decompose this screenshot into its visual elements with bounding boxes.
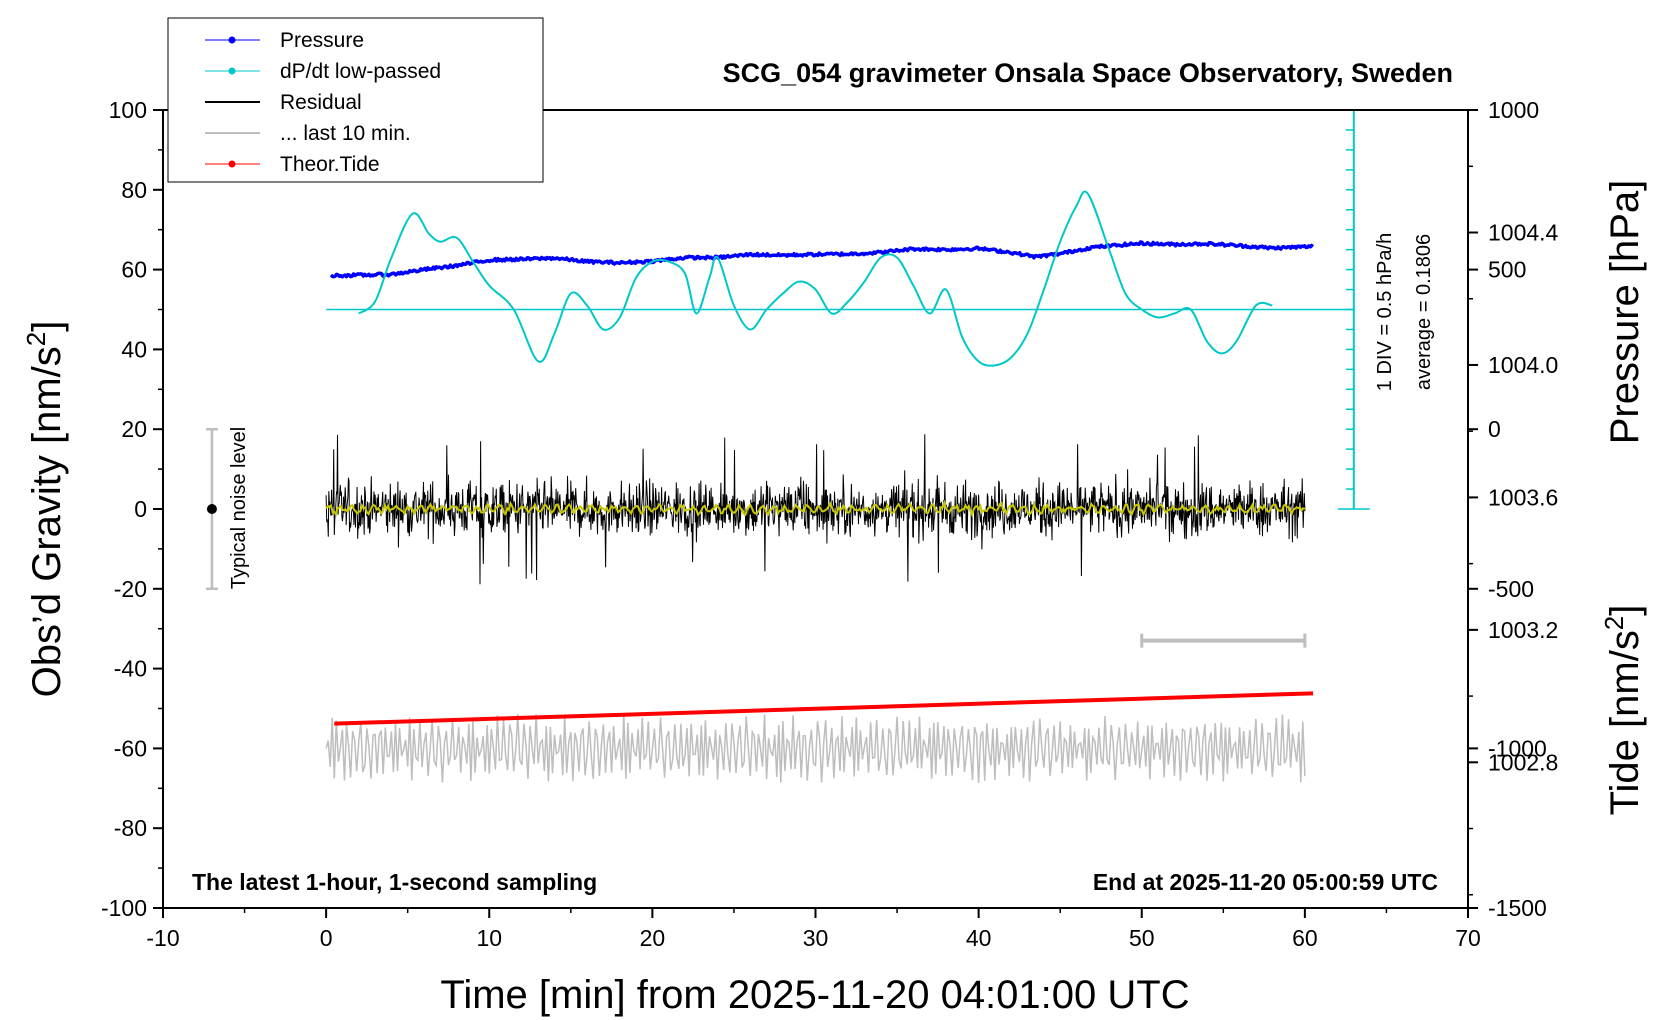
y-tick-label: 20 (121, 416, 147, 442)
y-axis-title-left: Obs’d Gravity [nm/s2] (21, 321, 69, 698)
y-tick-label: 60 (121, 257, 147, 283)
y-tick-label: 0 (134, 496, 147, 522)
legend-label: dP/dt low-passed (280, 60, 441, 83)
tide-tick-label: 1000 (1488, 97, 1539, 123)
legend: Pressure dP/dt low-passed Residual ... last… (167, 17, 544, 183)
legend-label: ... last 10 min. (280, 122, 411, 145)
legend-item: ... last 10 min. (205, 122, 411, 145)
tide-tick-label: -1000 (1488, 735, 1547, 761)
series-residual-smooth (325, 499, 1306, 518)
legend-label: Theor.Tide (280, 153, 380, 176)
note-right-bottom: End at 2025-11-20 05:00:59 UTC (1093, 869, 1438, 895)
axis-layer: -10 0 10 20 30 40 50 60 70-100-80-60-40-20020406… (101, 97, 1559, 951)
note-left-bottom: The latest 1-hour, 1-second sampling (192, 869, 597, 895)
y-tick-label: -100 (101, 895, 147, 921)
tide-tick-label: 500 (1488, 257, 1526, 283)
x-tick-label: 0 (320, 925, 333, 951)
x-tick-label: 20 (640, 925, 666, 951)
x-tick-label: 40 (966, 925, 992, 951)
tide-tick-label: -500 (1488, 576, 1534, 602)
legend-marker (228, 160, 236, 168)
pressure-tick-label: 1004.0 (1488, 352, 1558, 378)
x-tick-label: 70 (1455, 925, 1481, 951)
y-tick-label: -60 (114, 735, 147, 761)
y-tick-label: -80 (114, 815, 147, 841)
x-tick-label: -10 (146, 925, 179, 951)
legend-item: dP/dt low-passed (205, 60, 441, 83)
pressure-tick-label: 1004.4 (1488, 220, 1559, 246)
series-layer (205, 109, 1370, 784)
average-label: average = 0.1806 (1413, 234, 1435, 390)
tide-tick-label: -1500 (1488, 895, 1547, 921)
legend-label: Residual (280, 91, 362, 114)
div-label: 1 DIV = 0.5 hPa/h (1374, 233, 1396, 391)
series-theor-tide (334, 691, 1314, 726)
legend-marker (228, 36, 236, 44)
y-tick-label: 100 (109, 97, 147, 123)
series-last10 (325, 713, 1306, 784)
x-axis-title: Time [min] from 2025-11-20 04:01:00 UTC (440, 973, 1189, 1017)
legend-box (167, 17, 544, 183)
noise-bar-center (206, 504, 217, 514)
y-tick-label: -40 (114, 656, 147, 682)
x-tick-label: 50 (1129, 925, 1155, 951)
noise-level-label: Typical noise level (228, 427, 250, 589)
x-tick-label: 10 (476, 925, 502, 951)
pressure-tick-label: 1002.8 (1488, 749, 1558, 775)
y-tick-label: -20 (114, 576, 147, 602)
y-axis-title-pressure: Pressure [hPa] (1603, 180, 1647, 445)
legend-marker (228, 67, 236, 75)
y-tick-label: 80 (121, 177, 147, 203)
pressure-tick-label: 1003.6 (1488, 484, 1558, 510)
y-tick-label: 40 (121, 336, 147, 362)
legend-item: Theor.Tide (205, 153, 380, 176)
x-tick-label: 60 (1292, 925, 1318, 951)
tide-tick-label: 0 (1488, 416, 1501, 442)
series-pressure (329, 240, 1315, 279)
legend-item: Pressure (205, 29, 364, 52)
x-tick-label: 30 (803, 925, 829, 951)
legend-items: Pressure dP/dt low-passed Residual ... last… (205, 29, 441, 176)
legend-item: Residual (205, 91, 362, 114)
chart-title: SCG_054 gravimeter Onsala Space Observat… (723, 58, 1453, 88)
series-dp-dt-low-passed (358, 190, 1273, 367)
legend-label: Pressure (280, 29, 364, 52)
y-axis-title-tide: Tide [nm/s2] (1599, 605, 1647, 816)
pressure-tick-label: 1003.2 (1488, 617, 1558, 643)
